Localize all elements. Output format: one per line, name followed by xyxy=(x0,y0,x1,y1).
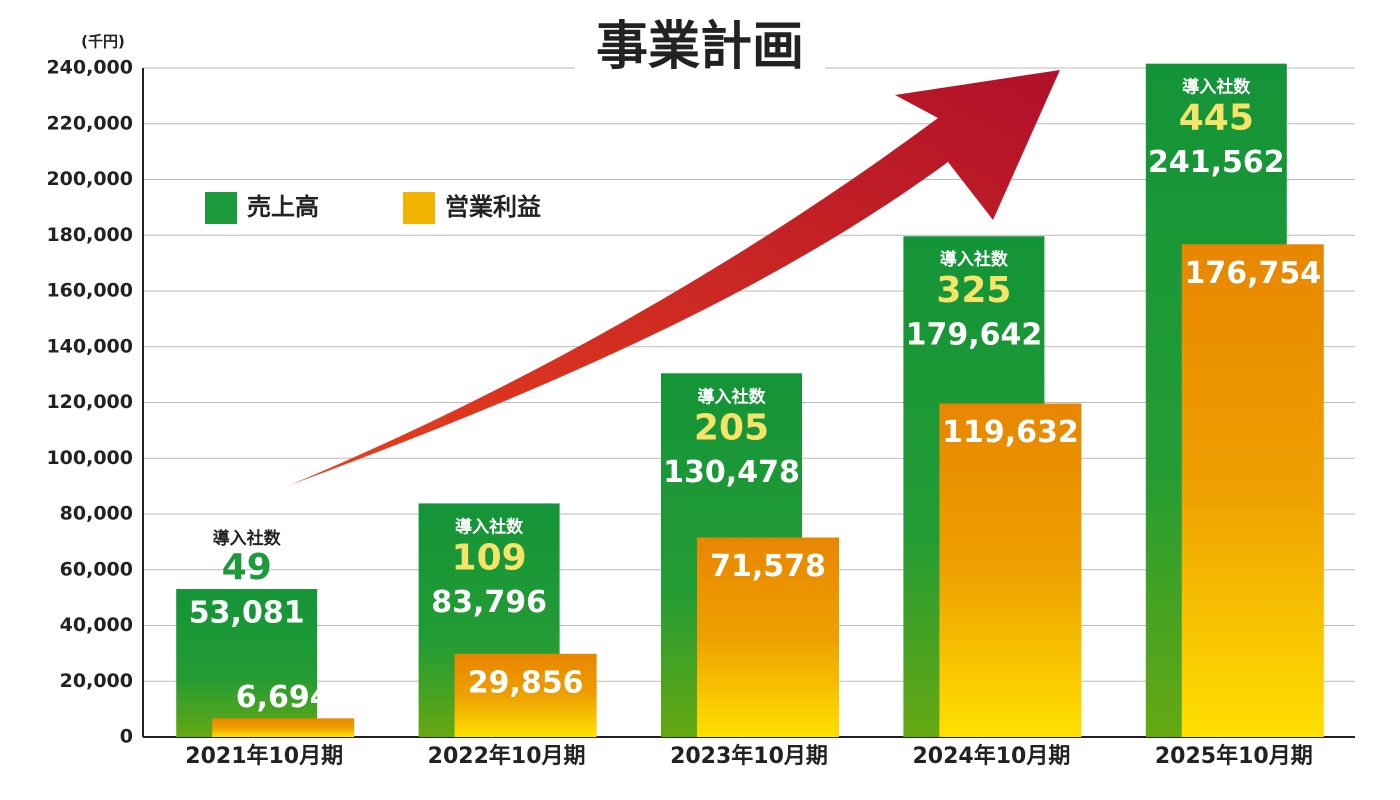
x-tick-label: 2022年10月期 xyxy=(428,743,586,769)
y-tick-label: 220,000 xyxy=(46,112,133,134)
value-label: 83,796 xyxy=(431,585,547,620)
y-tick-label: 0 xyxy=(120,726,133,748)
install-count: 325 xyxy=(936,270,1011,311)
install-count: 205 xyxy=(694,407,769,448)
y-tick-label: 60,000 xyxy=(60,558,133,580)
value-label: 71,578 xyxy=(710,549,826,584)
y-tick-label: 120,000 xyxy=(46,391,133,413)
bar xyxy=(1181,244,1324,737)
legend-label: 売上高 xyxy=(247,193,319,221)
value-label: 6,694 xyxy=(236,680,331,715)
install-count: 109 xyxy=(452,537,527,578)
bar xyxy=(939,403,1082,737)
install-label: 導入社数 xyxy=(1182,77,1251,98)
y-tick-label: 100,000 xyxy=(46,447,133,469)
install-count: 445 xyxy=(1179,98,1254,139)
install-label: 導入社数 xyxy=(940,249,1009,270)
bar xyxy=(176,589,318,737)
value-label: 241,562 xyxy=(1148,145,1285,180)
legend-swatch xyxy=(205,192,237,224)
y-unit: (千円) xyxy=(81,33,125,51)
install-label: 導入社数 xyxy=(455,516,524,537)
install-label: 導入社数 xyxy=(698,386,767,407)
value-label: 53,081 xyxy=(189,596,305,631)
y-tick-label: 20,000 xyxy=(60,670,133,692)
y-tick-label: 140,000 xyxy=(46,335,133,357)
value-label: 119,632 xyxy=(942,415,1079,450)
install-label: 導入社数 xyxy=(213,528,282,549)
value-label: 29,856 xyxy=(468,665,584,700)
x-tick-label: 2021年10月期 xyxy=(185,743,343,769)
value-label: 179,642 xyxy=(906,318,1043,353)
title-bg xyxy=(575,18,825,84)
chart-title: 事業計画 xyxy=(596,17,804,77)
y-tick-label: 240,000 xyxy=(46,57,133,79)
bar xyxy=(212,718,355,737)
install-count: 49 xyxy=(222,547,272,588)
value-label: 176,754 xyxy=(1184,256,1321,291)
y-tick-label: 180,000 xyxy=(46,224,133,246)
value-label: 130,478 xyxy=(663,455,800,490)
bar xyxy=(454,653,597,737)
legend-label: 営業利益 xyxy=(445,193,541,221)
legend-swatch xyxy=(403,192,435,224)
x-tick-label: 2024年10月期 xyxy=(912,743,1070,769)
y-tick-label: 200,000 xyxy=(46,168,133,190)
bars: 導入社数4953,0816,694導入社数10983,79629,856導入社数… xyxy=(176,63,1324,737)
y-tick-label: 160,000 xyxy=(46,280,133,302)
y-tick-label: 80,000 xyxy=(60,503,133,525)
x-tick-label: 2023年10月期 xyxy=(670,743,828,769)
bar xyxy=(697,537,839,737)
y-tick-label: 40,000 xyxy=(60,614,133,636)
growth-arrow xyxy=(290,70,1060,485)
x-tick-label: 2025年10月期 xyxy=(1155,743,1313,769)
